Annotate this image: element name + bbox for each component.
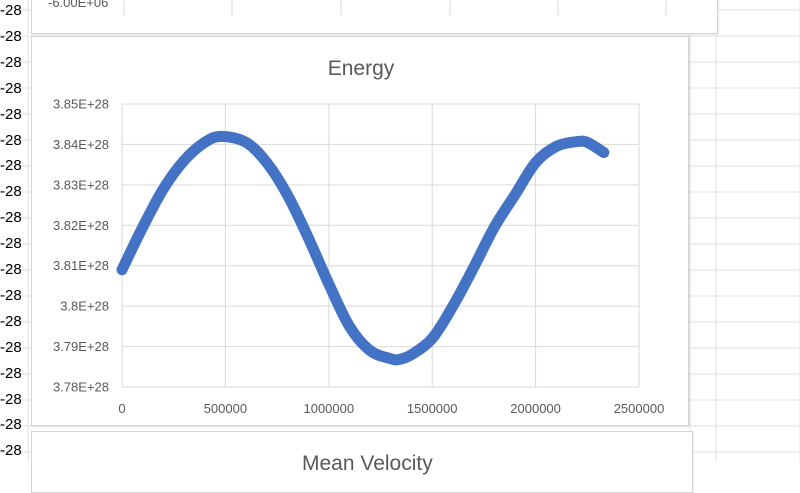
chart-title-bottom: Mean Velocity <box>302 452 433 475</box>
energy-chart-plot: Energy 3.78E+283.79E+283.8E+283.81E+283.… <box>53 57 664 416</box>
x-tick-label: 0 <box>118 401 125 416</box>
row-fragment: -28 <box>0 157 22 175</box>
row-fragment: -28 <box>0 286 22 304</box>
y-tick-label: 3.8E+28 <box>60 299 109 314</box>
energy-chart[interactable]: Energy 3.78E+28 3.79E+28 3.8E+28 3.81E+28 3.… <box>31 36 689 426</box>
row-fragment: -28 <box>0 27 22 45</box>
row-fragment: -28 <box>0 105 22 123</box>
row-fragment: -28 <box>0 364 22 382</box>
y-tick-label: 3.78E+28 <box>53 380 109 395</box>
row-fragment: -28 <box>0 131 22 149</box>
y-tick-label: -6.00E+06 <box>48 0 109 10</box>
x-tick-label: 1500000 <box>407 401 458 416</box>
row-fragment: -28 <box>0 416 22 434</box>
y-tick-label: 3.81E+28 <box>53 258 109 273</box>
chart-title: Energy <box>328 57 395 80</box>
row-fragment: -28 <box>0 209 22 227</box>
row-fragment: -28 <box>0 312 22 330</box>
x-tick-label: 1000000 <box>303 401 354 416</box>
row-fragment: -28 <box>0 79 22 97</box>
energy-series-line <box>116 130 610 366</box>
chart-above[interactable]: -6.00E+06 <box>31 0 718 34</box>
chart-above-plot <box>123 0 667 15</box>
x-axis-ticks: 0 500000 1000000 1500000 2000000 2500000 <box>118 401 664 416</box>
y-tick-label: 3.79E+28 <box>53 339 109 354</box>
y-tick-label: 3.85E+28 <box>53 97 109 112</box>
y-tick-label: 3.83E+28 <box>53 177 109 192</box>
x-tick-label: 2500000 <box>614 401 665 416</box>
row-fragment: -28 <box>0 2 22 19</box>
row-fragment: -28 <box>0 53 22 71</box>
row-fragment: -28 <box>0 235 22 253</box>
row-fragment: -28 <box>0 183 22 201</box>
row-fragment: -28 <box>0 261 22 278</box>
x-tick-label: 500000 <box>204 401 247 416</box>
series-layer <box>116 130 610 366</box>
y-axis-ticks: 3.78E+28 3.79E+28 3.8E+28 3.81E+28 3.82E+28 3… <box>53 97 109 395</box>
row-fragment: -28 <box>0 390 22 408</box>
x-tick-label: 2000000 <box>510 401 561 416</box>
y-tick-label: 3.82E+28 <box>53 218 109 233</box>
row-fragment: -28 <box>0 442 22 460</box>
y-tick-label: 3.84E+28 <box>53 137 109 152</box>
mean-velocity-chart[interactable]: Mean Velocity <box>31 431 693 493</box>
row-fragment: -28 <box>0 338 22 356</box>
